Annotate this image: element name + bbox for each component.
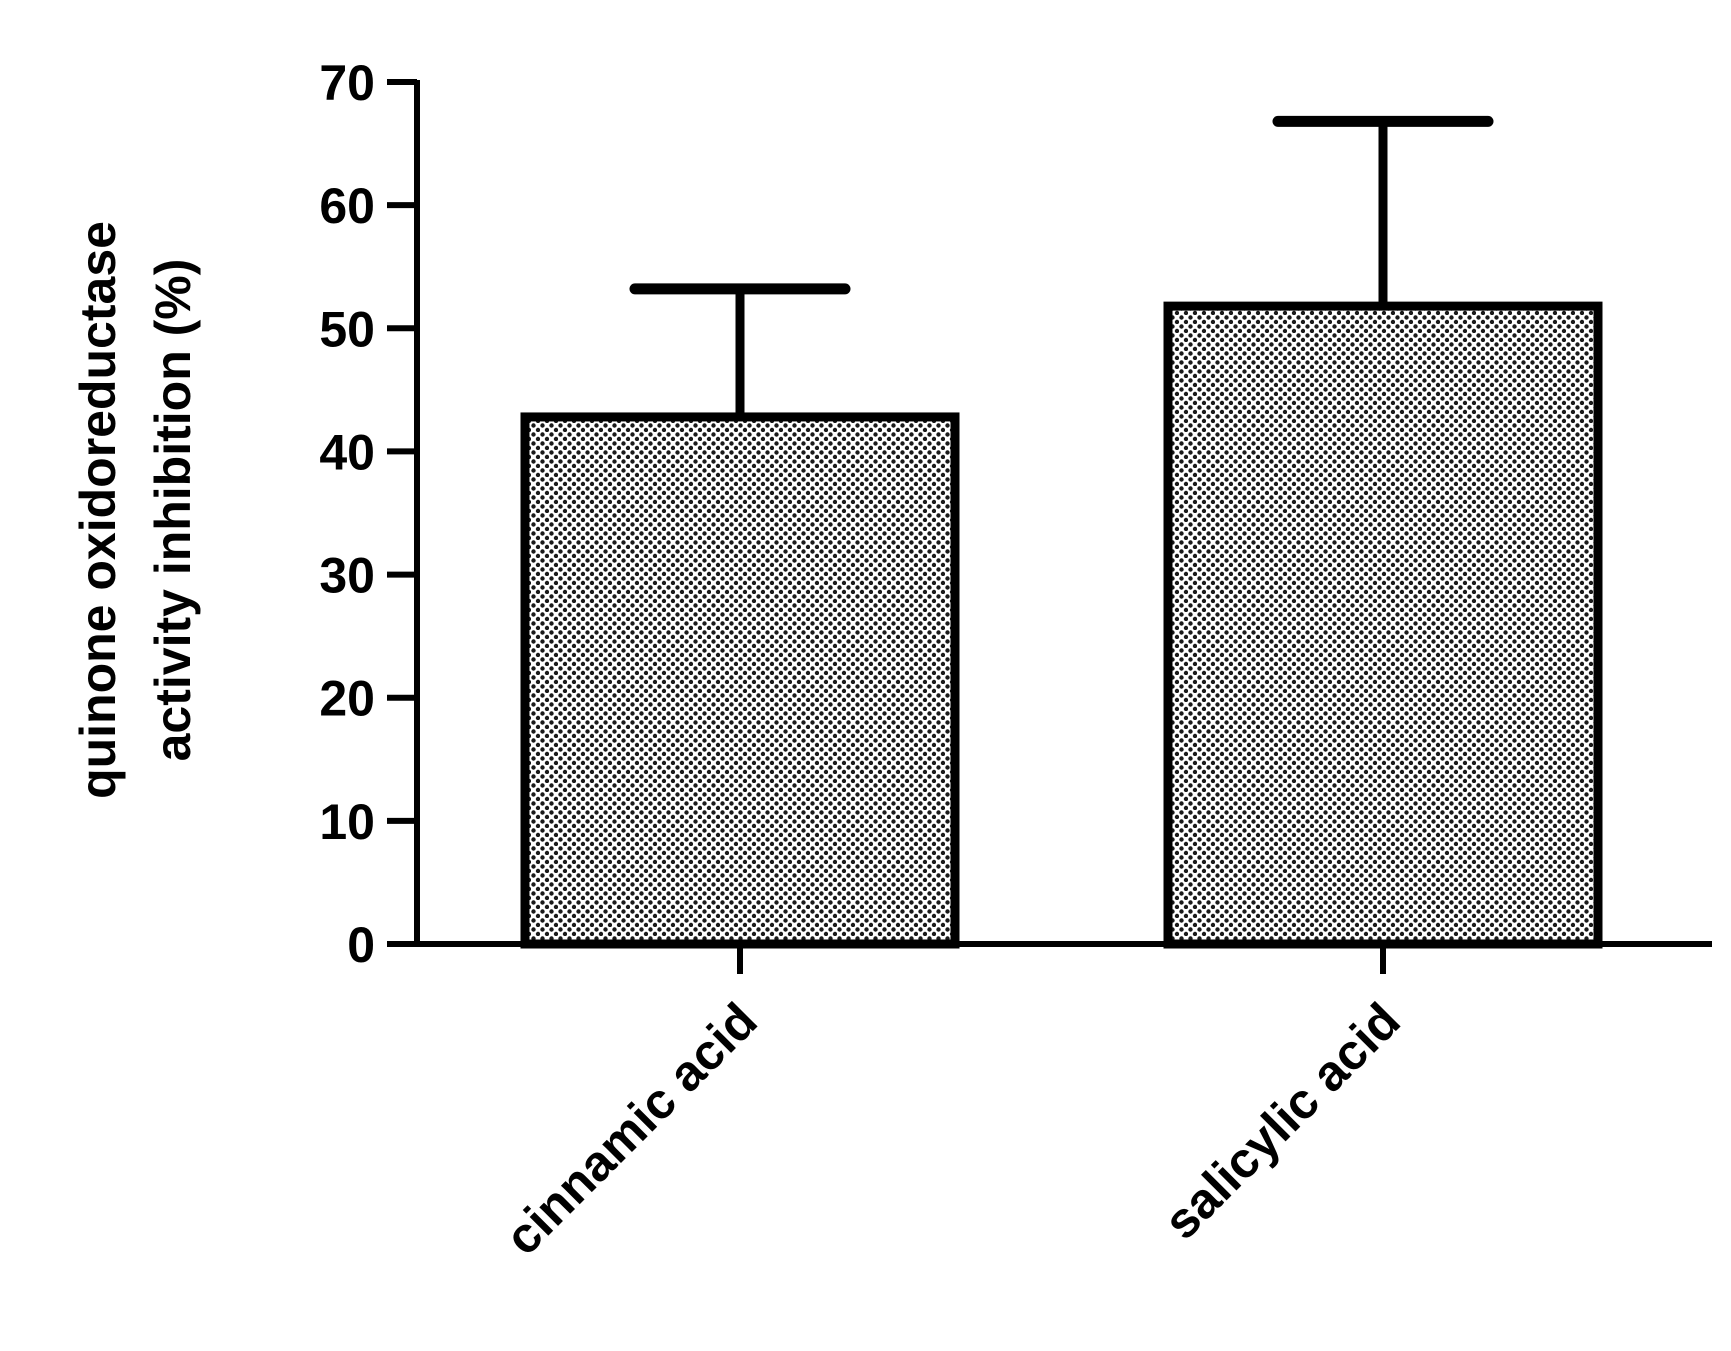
bars-group	[520, 301, 1603, 949]
x-ticks-group	[737, 944, 1386, 974]
y-tick-label-30: 30	[319, 548, 375, 604]
bar-cinnamic-acid	[520, 412, 960, 949]
y-ticks-group: 0 10 20 30 40 50 60 70	[319, 55, 417, 973]
x-labels-group: cinnamic acid salicylic acid	[494, 992, 1410, 1265]
y-tick-label-40: 40	[319, 424, 375, 480]
y-tick-label-10: 10	[319, 794, 375, 850]
y-axis-title-line-1: quinone oxidoreductase	[70, 221, 126, 799]
y-tick-label-50: 50	[319, 301, 375, 357]
x-label-salicylic-acid: salicylic acid	[1153, 992, 1411, 1250]
y-tick-label-0: 0	[347, 917, 375, 973]
bar-salicylic-acid	[1163, 301, 1603, 949]
y-axis-title: quinone oxidoreductase activity inhibiti…	[70, 221, 201, 799]
x-label-cinnamic-acid: cinnamic acid	[494, 992, 767, 1265]
y-axis-title-line-2: activity inhibition (%)	[145, 259, 201, 762]
y-tick-label-60: 60	[319, 178, 375, 234]
y-tick-label-70: 70	[319, 55, 375, 111]
error-bars-group	[629, 115, 1494, 417]
y-tick-label-20: 20	[319, 671, 375, 727]
